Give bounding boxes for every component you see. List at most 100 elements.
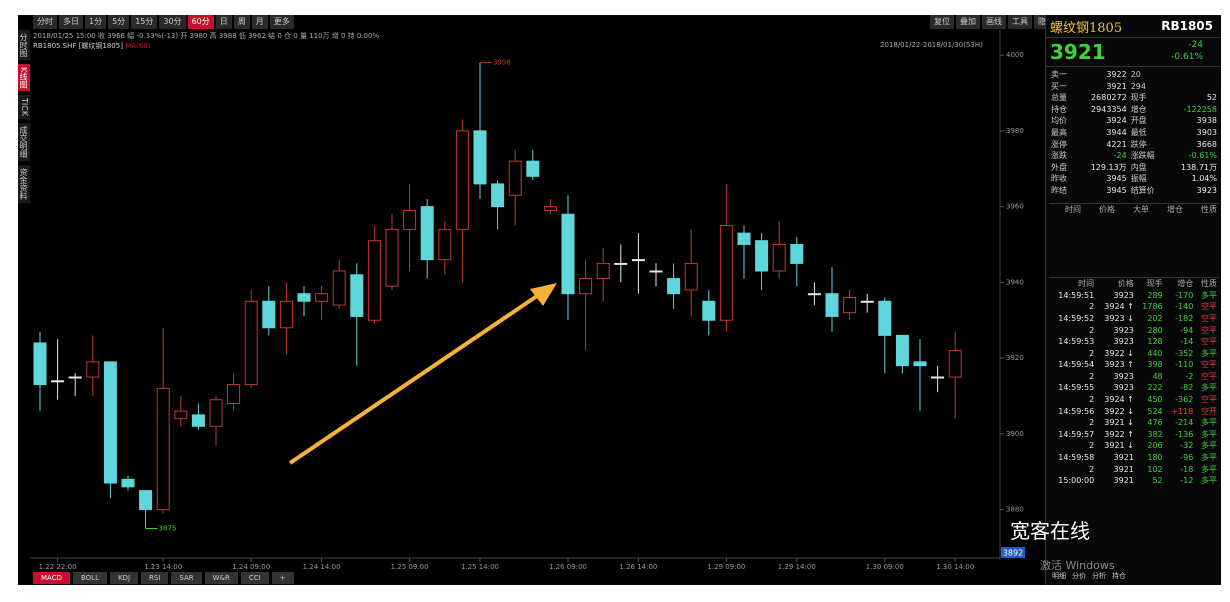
tick-cell: 空平	[1201, 313, 1217, 323]
period-tab[interactable]: 日	[215, 15, 232, 29]
arrow	[288, 283, 557, 465]
side-tab[interactable]: 分时图	[18, 30, 30, 60]
side-tab[interactable]: K线图	[18, 64, 30, 92]
candle-body	[860, 300, 874, 303]
tick-cell: 180	[1147, 453, 1163, 463]
quote-cell: 最高	[1051, 127, 1067, 137]
tick-cell: 多平	[1201, 290, 1217, 300]
indicator-tab[interactable]: BOLL	[72, 572, 107, 584]
candle-body	[455, 130, 469, 230]
quote-row: 涨停 4221 跌停 3668	[1049, 139, 1219, 151]
tick-cell: 14:59:58	[1058, 453, 1095, 463]
quote-cell: 昨收	[1051, 174, 1067, 184]
y-tick-label: 3920	[1006, 354, 1024, 362]
candle-body	[438, 228, 452, 261]
tick-cell: 289	[1147, 290, 1163, 300]
tick-cell: 3923	[1113, 337, 1134, 347]
period-tab[interactable]: 多日	[59, 15, 83, 29]
x-tick-label: 1.26 14:00	[619, 563, 657, 571]
candle-body	[33, 342, 47, 386]
candle-body	[913, 361, 927, 367]
candle-body	[543, 206, 557, 211]
arrow-head	[530, 283, 557, 306]
candle-body	[209, 399, 223, 427]
x-tick-label: 1.29 09:00	[707, 563, 745, 571]
quote-price: 3921	[1050, 40, 1106, 64]
tick-cell: 52	[1152, 476, 1163, 486]
period-tab[interactable]: 5分	[108, 15, 130, 29]
tick-cell: 440	[1147, 348, 1163, 358]
tick-cell: 空平	[1201, 360, 1217, 370]
tick-cell: -214	[1175, 418, 1194, 428]
candle-body	[878, 300, 892, 336]
tool-button[interactable]: 画线	[982, 15, 1006, 29]
tick-row: 14:59:55 3923 222 -82 多平	[1049, 382, 1219, 394]
tick-tab[interactable]: 明细	[1052, 572, 1066, 580]
tick-cell: 3922 ↑	[1104, 429, 1134, 439]
tool-button[interactable]: 工具	[1008, 15, 1032, 29]
big-order-header: 时间 价格 大单 增仓 性质	[1049, 202, 1219, 216]
indicator-tabs: MACD BOLL KDJ RSI SAR W&R CCI +	[33, 572, 294, 584]
symbol-text: RB1805.SHF [螺纹钢1805]	[33, 42, 123, 50]
period-tab[interactable]: 60分	[187, 15, 214, 29]
tool-button[interactable]: 复位	[930, 15, 954, 29]
period-tab[interactable]: 周	[233, 15, 250, 29]
price-box	[1001, 547, 1025, 558]
quote-cell: 最低	[1130, 127, 1147, 137]
tick-row: 2 3922 ↓ 440 -352 多平	[1049, 348, 1219, 360]
period-tab[interactable]: 15分	[131, 15, 158, 29]
candle-body	[790, 243, 804, 264]
candle-body	[596, 262, 610, 280]
indicator-tab[interactable]: MACD	[33, 572, 70, 584]
indicator-tab[interactable]: SAR	[171, 572, 202, 584]
tick-tab[interactable]: 分析	[1092, 572, 1106, 580]
y-tick-label: 3960	[1006, 203, 1024, 211]
indicator-tab[interactable]: CCI	[240, 572, 269, 584]
tick-cell: 空平	[1201, 371, 1217, 381]
quote-cell: 3944	[1106, 127, 1127, 137]
tool-button[interactable]: 叠加	[956, 15, 980, 29]
indicator-tab[interactable]: KDJ	[109, 572, 139, 584]
tick-row: 2 3921 ↓ 476 -214 多平	[1049, 417, 1219, 429]
indicator-tab[interactable]: +	[271, 572, 294, 584]
side-tab[interactable]: 成交明细	[18, 123, 30, 162]
candle-body	[631, 259, 645, 262]
side-tab[interactable]: 资金资料	[18, 165, 30, 204]
period-tab[interactable]: 更多	[269, 15, 294, 29]
date-range: 2018/01/22-2018/01/30(53H)	[880, 41, 983, 49]
candle-body	[297, 293, 311, 302]
candle-body	[649, 270, 663, 273]
candle-body	[156, 387, 170, 511]
quote-panel: 螺纹钢1805 RB1805 3921 -24 -0.61% 卖一 3922 20 买…	[1045, 15, 1221, 585]
quote-row: 持仓 2943354 增仓 -122258	[1049, 104, 1219, 116]
period-tab[interactable]: 月	[251, 15, 268, 29]
tick-cell: 3924 ↑	[1104, 395, 1134, 405]
tick-cell: 128	[1147, 337, 1163, 347]
tick-cell: 多平	[1201, 441, 1217, 451]
tick-cell: 222	[1147, 383, 1163, 393]
tick-cell: 3924 ↑	[1104, 302, 1134, 312]
period-toolbar: 分时 多日 1分 5分 15分 30分 60分日周月更多	[33, 15, 294, 29]
watermark-brand: 宽客在线	[1010, 519, 1090, 543]
tick-cell: 空平	[1201, 302, 1217, 312]
tick-cell: 2	[1089, 371, 1095, 381]
y-tick-label: 3980	[1006, 127, 1024, 135]
candle-body	[508, 160, 522, 196]
period-tab[interactable]: 1分	[85, 15, 107, 29]
quote-row: 昨结 3945 结算价 3923	[1049, 185, 1219, 197]
quote-cell: -122258	[1183, 104, 1217, 114]
period-tab[interactable]: 分时	[33, 15, 57, 29]
quote-cell: 3921	[1106, 81, 1127, 91]
indicator-tab[interactable]: W&R	[204, 572, 238, 584]
period-tab[interactable]: 30分	[159, 15, 186, 29]
candle-body	[68, 376, 82, 379]
tick-row: 2 3921 ↓ 206 -32 多平	[1049, 440, 1219, 452]
side-tab[interactable]: TICK	[18, 95, 30, 120]
tick-tab[interactable]: 持仓	[1112, 572, 1126, 580]
tick-tab[interactable]: 分价	[1072, 572, 1086, 580]
tick-cell: -12	[1180, 476, 1194, 486]
indicator-tab[interactable]: RSI	[141, 572, 169, 584]
tick-cell: -14	[1180, 337, 1194, 347]
candle-body	[561, 213, 575, 295]
candle-body	[139, 490, 153, 511]
